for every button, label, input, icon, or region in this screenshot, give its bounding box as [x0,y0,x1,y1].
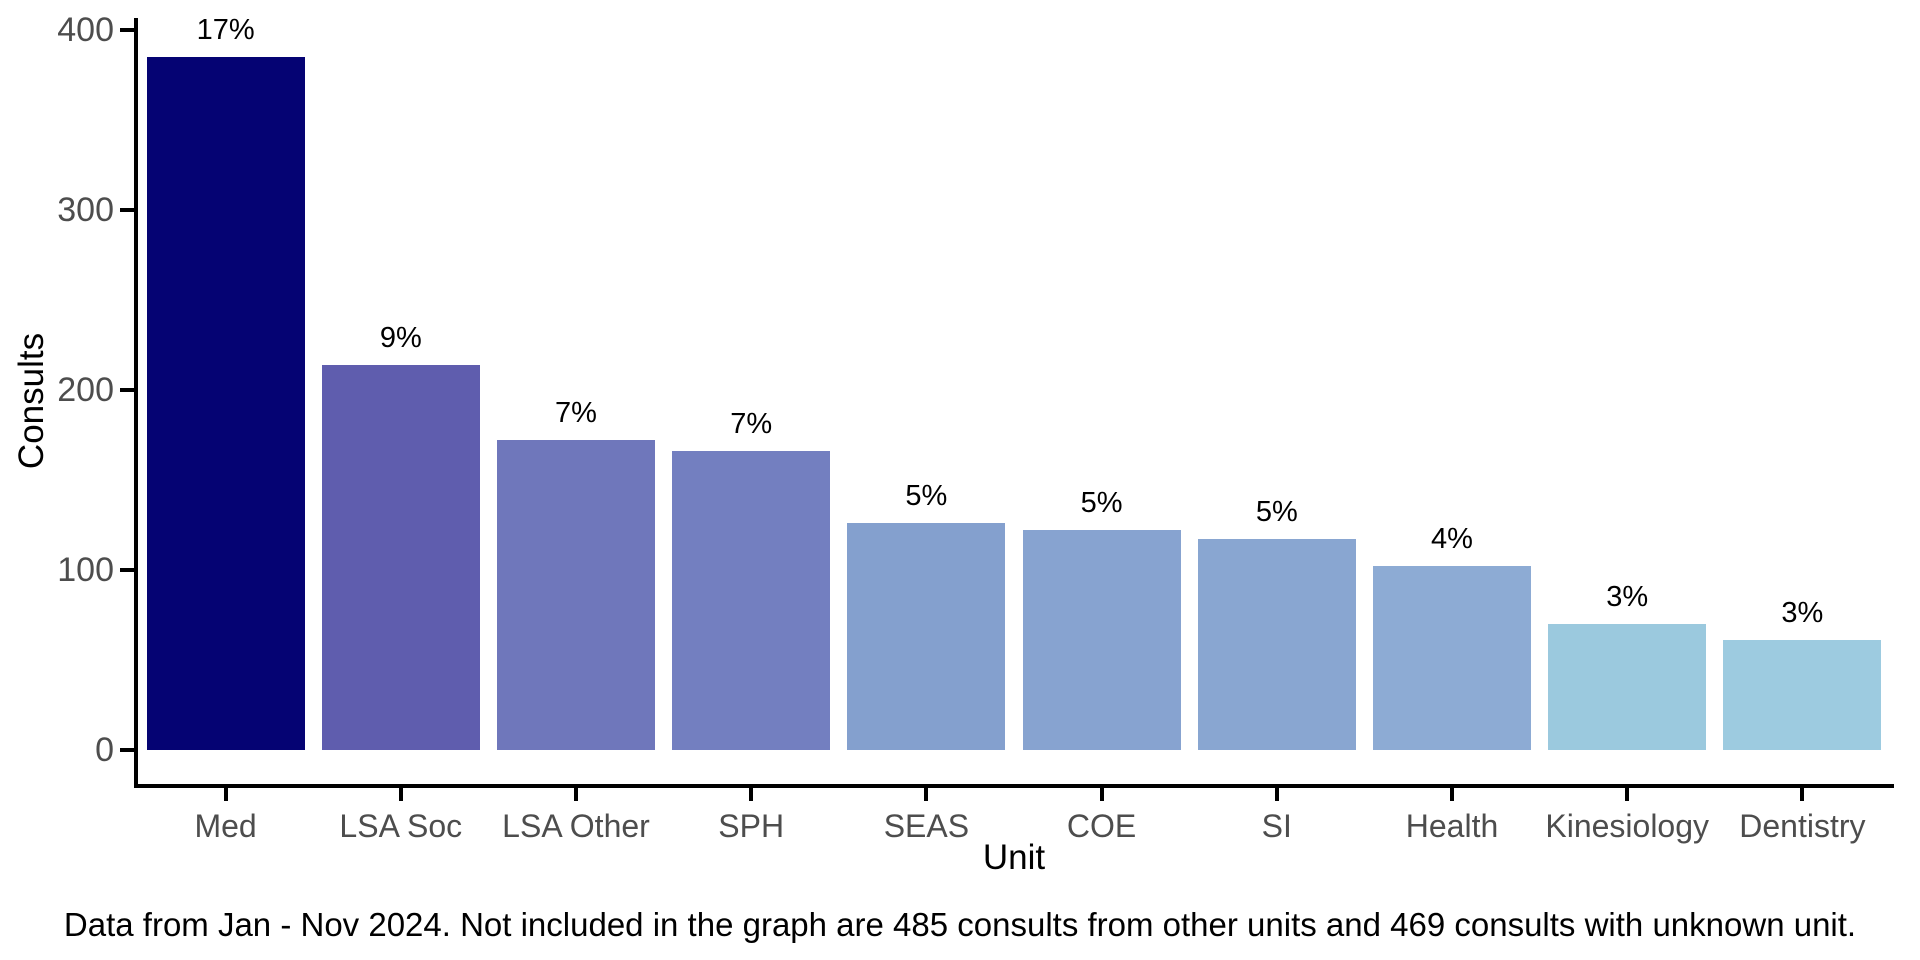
bar-value-label: 9% [379,321,422,354]
bar-value-label: 3% [1781,597,1824,630]
x-tick-mark [223,788,228,801]
bar-seas [847,523,1006,750]
x-tick-label: SEAS [883,808,970,844]
x-tick-mark [1274,788,1279,801]
x-tick-mark [574,788,578,801]
x-tick-mark [1800,788,1805,801]
x-tick-label: Dentistry [1739,808,1866,844]
y-tick-label: 400 [57,11,114,49]
x-tick-label: Med [194,808,257,844]
bar-kinesiology [1548,624,1707,750]
bar-dentistry [1723,640,1882,750]
x-tick-label: SI [1261,808,1292,844]
bar-value-label: 3% [1606,581,1649,613]
bar-value-label: 5% [905,480,948,513]
bar-lsa-soc [321,364,480,750]
x-tick-label: LSA Soc [339,808,463,844]
bar-value-label: 7% [555,397,597,430]
y-axis-line [134,18,138,788]
y-tick-label: 0 [95,731,114,769]
x-tick-mark [398,788,403,801]
y-tick-mark [120,568,134,572]
y-tick-label: 200 [57,371,114,409]
x-tick-mark [1099,788,1104,801]
bar-value-label: 5% [1255,496,1298,529]
x-tick-label: Kinesiology [1545,808,1710,844]
y-tick-mark [120,388,134,392]
x-tick-mark [1625,788,1630,801]
x-tick-mark [924,788,929,801]
y-tick-mark [120,748,134,752]
x-axis-line [134,784,1894,788]
x-tick-label: SPH [718,808,785,844]
bar-coe [1022,530,1181,750]
x-tick-mark [1450,788,1454,801]
bar-med [146,57,305,750]
plot-panel: 0 100 200 300 400 17% Med 9% LSA Soc 7% LSA Other 7… [57,13,1894,842]
bar-lsa-other [497,440,655,750]
y-tick-label: 300 [57,191,114,229]
x-tick-label: Health [1405,808,1499,844]
y-tick-mark [120,28,134,32]
bar-sph [672,451,831,750]
x-tick-label: LSA Other [502,808,650,844]
x-axis-title: Unit [982,838,1046,877]
chart-caption: Data from Jan - Nov 2024. Not included i… [63,906,1857,943]
x-tick-label: COE [1066,808,1137,844]
y-tick-label: 100 [57,551,114,589]
y-tick-mark [120,208,134,212]
bar-value-label: 7% [730,408,773,441]
bar-value-label: 4% [1431,523,1473,556]
bar-si [1197,539,1356,750]
x-tick-mark [749,788,754,801]
bar-value-label: 5% [1080,487,1123,520]
bar-health [1373,566,1531,750]
bar-value-label: 17% [196,14,255,46]
